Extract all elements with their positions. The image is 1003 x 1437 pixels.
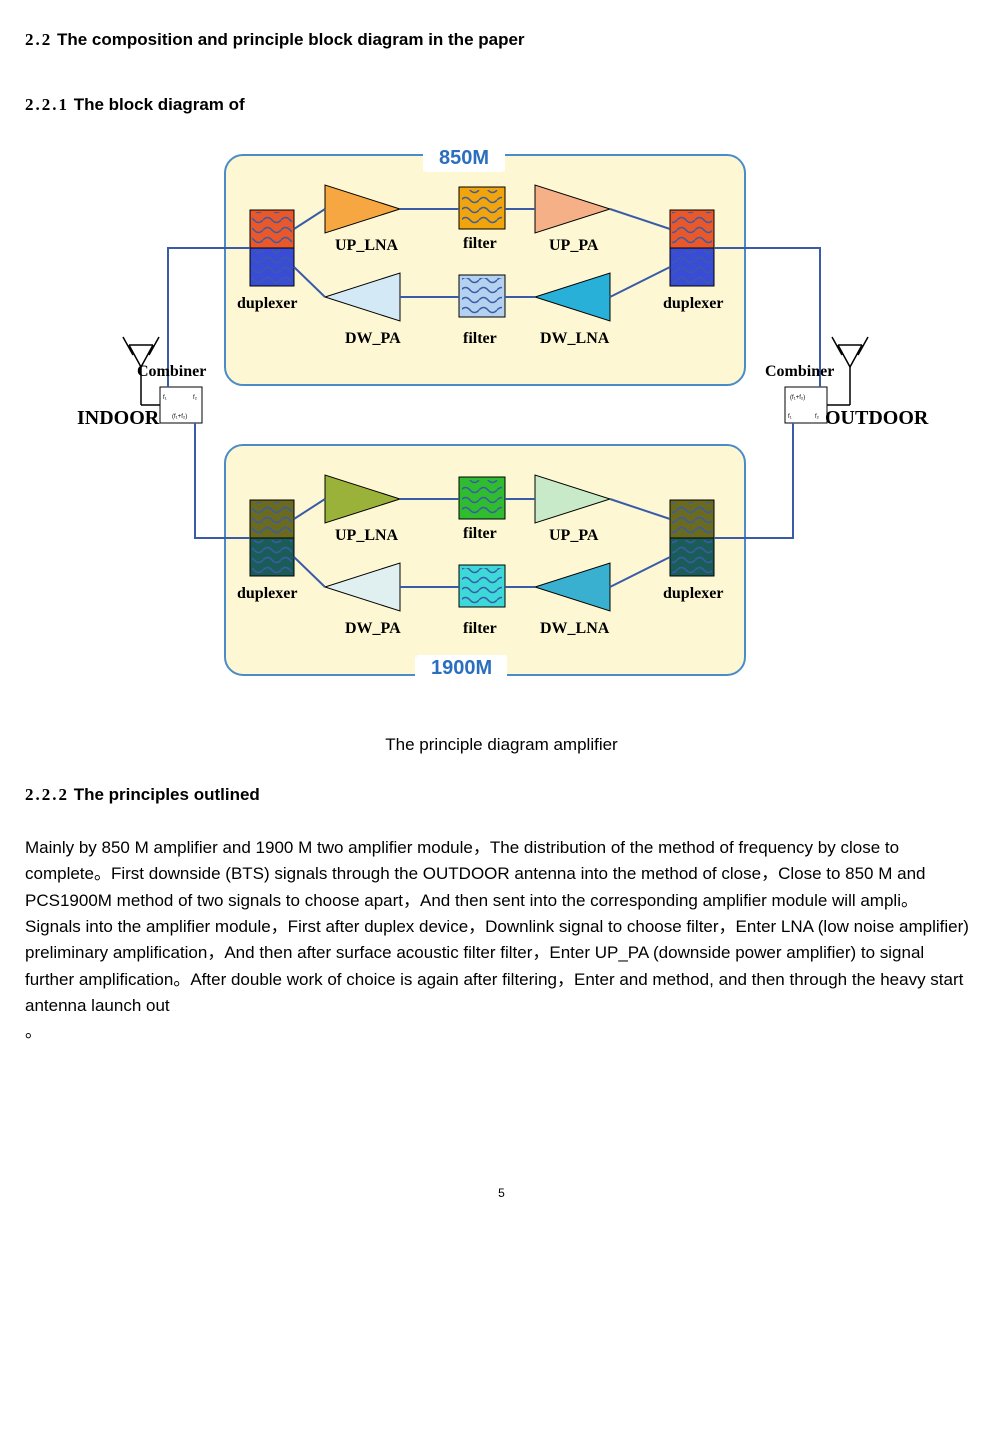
filter-1900d-label: filter: [463, 620, 497, 638]
page-number: 5: [25, 1186, 978, 1200]
diagram-caption: The principle diagram amplifier: [25, 735, 978, 755]
duplexer-label-r: duplexer: [663, 295, 723, 313]
svg-text:(f₁+f₂): (f₁+f₂): [172, 414, 187, 420]
filter-1900-up: [459, 477, 505, 519]
duplexer-1900-label-r: duplexer: [663, 585, 723, 603]
svg-text:f₁: f₁: [163, 395, 167, 401]
combiner-label-left: Combiner: [137, 363, 206, 381]
heading-2-2-1-num: 2.2.1: [25, 95, 69, 114]
heading-2-2-2: 2.2.2 The principles outlined: [25, 785, 978, 805]
heading-2-2: 2.2 The composition and principle block …: [25, 30, 978, 50]
heading-2-2-1: 2.2.1 The block diagram of: [25, 95, 978, 115]
duplexer-1900-label: duplexer: [237, 585, 297, 603]
duplexer-label: duplexer: [237, 295, 297, 313]
combiner-right: (f₁+f₂) f₂ f₁: [785, 387, 827, 423]
filter-1900u-label: filter: [463, 525, 497, 543]
filter-850u-label: filter: [463, 235, 497, 253]
band-850: 850M: [425, 145, 503, 172]
heading-2-2-num: 2.2: [25, 30, 52, 49]
indoor-label: INDOOR: [77, 407, 159, 430]
dwpa-1900-label: DW_PA: [345, 620, 401, 638]
heading-2-2-text: The composition and principle block diag…: [52, 30, 524, 49]
body-paragraph-3: 。: [25, 1019, 978, 1045]
dwlna-1900-label: DW_LNA: [540, 620, 609, 638]
filter-850-up: [459, 187, 505, 229]
outdoor-label: OUTDOOR: [825, 407, 928, 430]
duplexer-850-right: [670, 210, 714, 286]
heading-2-2-2-num: 2.2.2: [25, 785, 69, 804]
body-paragraph-2: Signals into the amplifier module，First …: [25, 914, 978, 1019]
combiner-left: f₁ f₂ (f₁+f₂): [160, 387, 202, 423]
filter-850-dw: [459, 275, 505, 317]
combiner-label-right: Combiner: [765, 363, 834, 381]
uplna-1900-label: UP_LNA: [335, 527, 398, 545]
svg-text:f₁: f₁: [788, 414, 792, 420]
heading-2-2-1-text: The block diagram of: [69, 95, 245, 114]
body-paragraph-1: Mainly by 850 M amplifier and 1900 M two…: [25, 835, 978, 914]
filter-850d-label: filter: [463, 330, 497, 348]
uplna-850-label: UP_LNA: [335, 237, 398, 255]
uppa-1900-label: UP_PA: [549, 527, 598, 545]
heading-2-2-2-text: The principles outlined: [69, 785, 260, 804]
svg-text:f₂: f₂: [815, 414, 820, 420]
band-1900: 1900M: [417, 655, 506, 682]
filter-1900-dw: [459, 565, 505, 607]
svg-text:(f₁+f₂): (f₁+f₂): [790, 395, 805, 401]
duplexer-1900-right: [670, 500, 714, 576]
dwpa-850-label: DW_PA: [345, 330, 401, 348]
dwlna-850-label: DW_LNA: [540, 330, 609, 348]
duplexer-1900-left: [250, 500, 294, 576]
block-diagram: f₁ f₂ (f₁+f₂) (f₁+f₂) f₂ f₁: [65, 145, 935, 705]
uppa-850-label: UP_PA: [549, 237, 598, 255]
diagram-svg: f₁ f₂ (f₁+f₂) (f₁+f₂) f₂ f₁: [65, 145, 935, 705]
svg-text:f₂: f₂: [193, 395, 198, 401]
duplexer-850-left: [250, 210, 294, 286]
